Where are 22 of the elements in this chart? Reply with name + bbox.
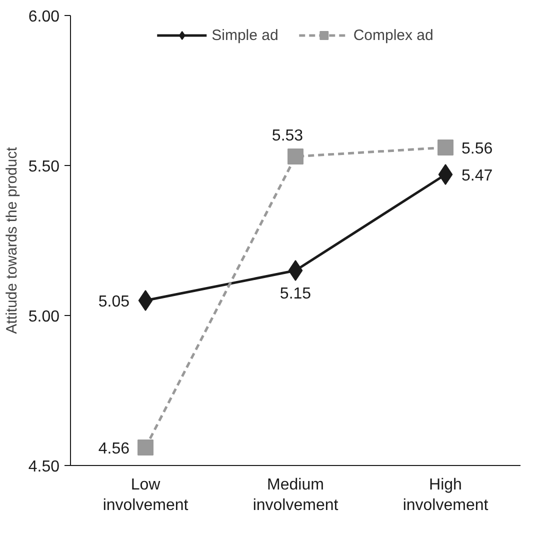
y-tick-label: 4.50 bbox=[28, 458, 60, 476]
y-axis-title: Attitude towards the product bbox=[3, 146, 20, 334]
y-tick-label: 6.00 bbox=[28, 8, 60, 26]
point bbox=[438, 164, 453, 185]
data-label: 5.15 bbox=[280, 286, 312, 302]
data-label: 5.56 bbox=[462, 140, 493, 158]
data-label: 5.47 bbox=[462, 168, 493, 184]
point bbox=[138, 290, 153, 311]
x-tick-label: Medium involvement bbox=[252, 476, 339, 514]
legend-label: Simple ad bbox=[212, 26, 278, 44]
point bbox=[288, 148, 304, 164]
point bbox=[438, 140, 454, 156]
point bbox=[288, 260, 303, 281]
data-label: 5.53 bbox=[272, 128, 304, 144]
x-tick-label: Low involvement bbox=[102, 476, 189, 514]
point bbox=[138, 440, 154, 456]
y-tick-label: 5.00 bbox=[28, 308, 60, 326]
x-tick-label: High involvement bbox=[402, 476, 489, 514]
y-tick-label: 5.50 bbox=[28, 158, 60, 176]
data-label: 4.56 bbox=[98, 440, 130, 458]
data-label: 5.05 bbox=[98, 294, 130, 310]
legend-label: Complex ad bbox=[353, 26, 434, 44]
